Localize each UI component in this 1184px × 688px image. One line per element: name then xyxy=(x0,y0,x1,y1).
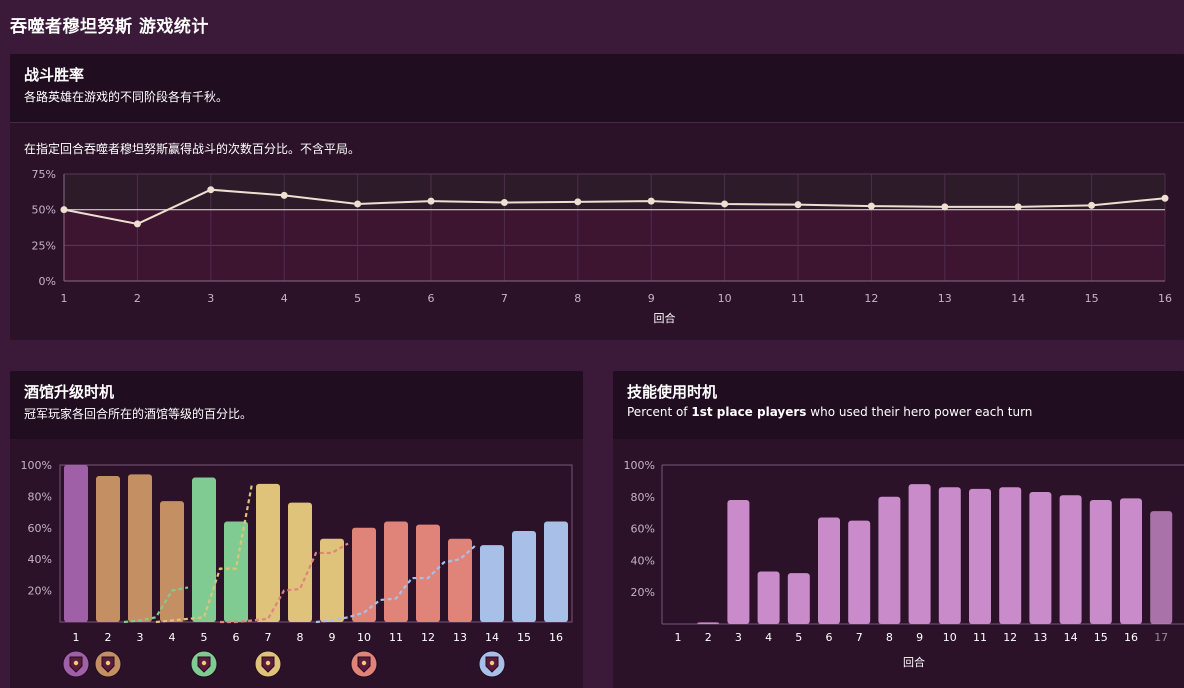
heropower-subtitle-bold: 1st place players xyxy=(691,405,807,419)
tavern-subtitle: 冠军玩家各回合所在的酒馆等级的百分比。 xyxy=(24,407,253,421)
winrate-card-header: 战斗胜率 各路英雄在游戏的不同阶段各有千秋。 xyxy=(10,54,1184,122)
heropower-card-header: 技能使用时机 Percent of 1st place players who … xyxy=(613,371,1184,439)
winrate-subtitle: 各路英雄在游戏的不同阶段各有千秋。 xyxy=(24,90,229,104)
page-title: 吞噬者穆坦努斯 游戏统计 xyxy=(10,17,209,37)
heropower-subtitle-post: who used their hero power each turn xyxy=(806,405,1033,419)
heropower-subtitle-pre: Percent of xyxy=(627,405,692,419)
heropower-subtitle: Percent of 1st place players who used th… xyxy=(627,405,1170,419)
winrate-description: 在指定回合吞噬者穆坦努斯赢得战斗的次数百分比。不含平局。 xyxy=(24,142,361,156)
tavern-card: 酒馆升级时机 冠军玩家各回合所在的酒馆等级的百分比。 xyxy=(10,371,583,688)
winrate-divider xyxy=(10,122,1184,123)
winrate-title: 战斗胜率 xyxy=(24,66,85,84)
heropower-title: 技能使用时机 xyxy=(627,383,718,401)
winrate-card: 战斗胜率 各路英雄在游戏的不同阶段各有千秋。 在指定回合吞噬者穆坦努斯赢得战斗的… xyxy=(10,54,1184,340)
heropower-card: 技能使用时机 Percent of 1st place players who … xyxy=(613,371,1184,688)
tavern-title: 酒馆升级时机 xyxy=(24,383,115,401)
tavern-card-header: 酒馆升级时机 冠军玩家各回合所在的酒馆等级的百分比。 xyxy=(10,371,583,439)
